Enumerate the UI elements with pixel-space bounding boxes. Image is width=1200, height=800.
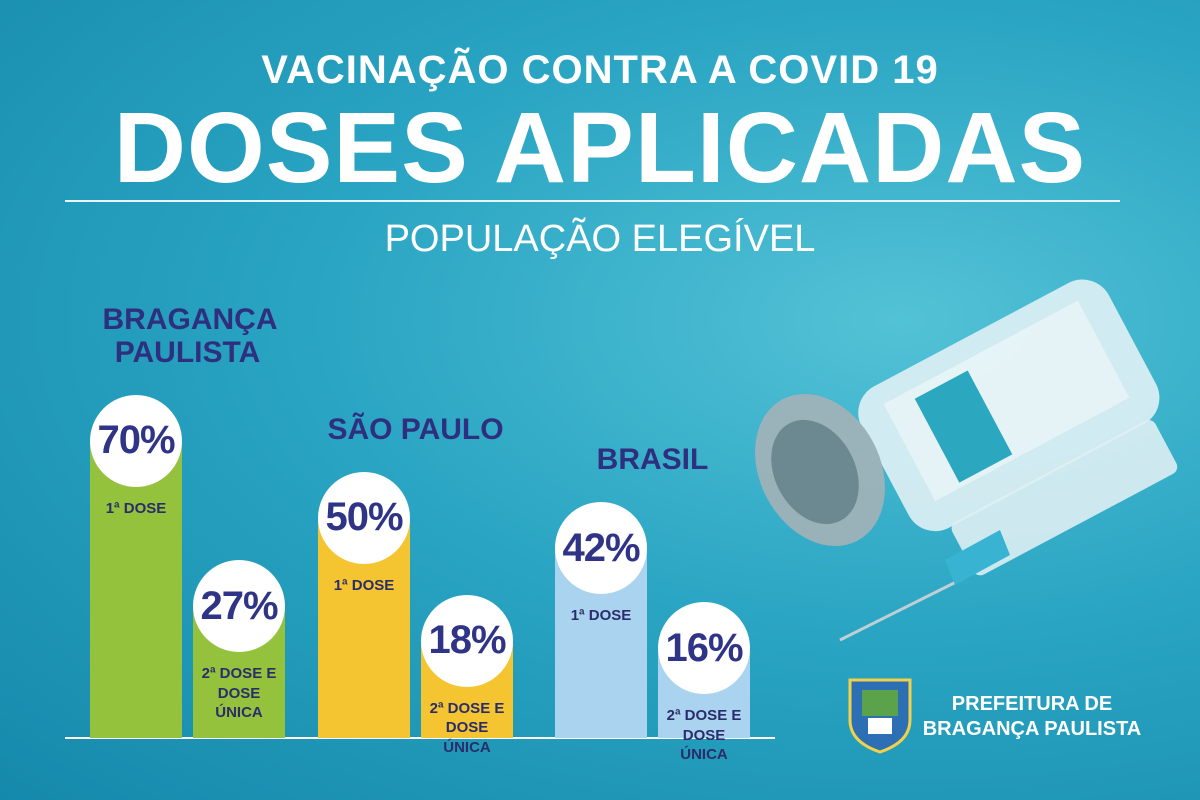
category-label: 1ª DOSE	[570, 607, 632, 625]
value-label: 18%	[421, 594, 513, 687]
category-label: 2ª DOSE E DOSE ÚNICA	[201, 665, 277, 722]
group-label: SÃO PAULO	[327, 412, 504, 446]
subtitle: POPULAÇÃO ELEGÍVEL	[384, 218, 816, 260]
group-label: BRAGANÇA PAULISTA	[102, 302, 278, 369]
footer-text: PREFEITURA DE BRAGANÇA PAULISTA	[922, 693, 1142, 740]
value-label: 70%	[90, 394, 182, 487]
title: VACINAÇÃO CONTRA A COVID 19	[261, 48, 939, 92]
value-label: 42%	[555, 502, 647, 595]
value-label: 16%	[658, 602, 750, 695]
category-label: 1ª DOSE	[333, 576, 395, 594]
category-label: 1ª DOSE	[105, 499, 167, 517]
group-label: BRASIL	[596, 443, 709, 477]
heading: DOSES APLICADAS	[113, 92, 1087, 204]
value-label: 50%	[318, 471, 410, 564]
category-label: 2ª DOSE E DOSE ÚNICA	[666, 707, 742, 764]
category-label: 2ª DOSE E DOSE ÚNICA	[429, 699, 505, 756]
value-label: 27%	[193, 560, 285, 653]
divider	[65, 200, 1120, 202]
bar	[90, 440, 182, 738]
